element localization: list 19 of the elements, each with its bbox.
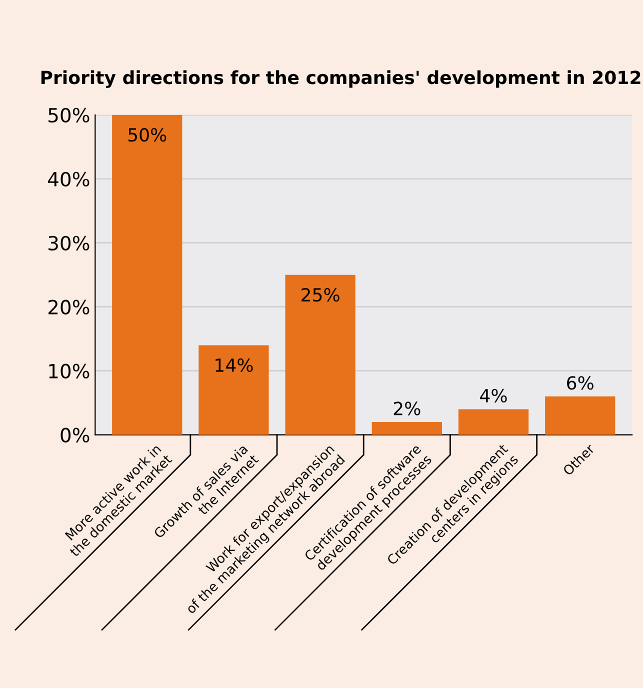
y-tick-label: 10% bbox=[49, 364, 90, 378]
y-tick-label: 20% bbox=[48, 300, 90, 315]
chart-title: Priority directions for the companies' development in 2012 bbox=[41, 70, 640, 88]
bar bbox=[112, 114, 182, 435]
bar bbox=[198, 345, 269, 435]
data-label: 6% bbox=[567, 376, 594, 390]
y-tick-label: 30% bbox=[48, 236, 90, 251]
bar bbox=[372, 422, 442, 435]
y-tick-label: 0% bbox=[60, 428, 90, 442]
data-label: 4% bbox=[480, 388, 507, 403]
y-tick-label: 40% bbox=[48, 172, 90, 187]
data-label: 14% bbox=[216, 358, 253, 372]
data-label: 50% bbox=[128, 128, 166, 142]
y-tick-label: 50% bbox=[48, 108, 90, 123]
bar bbox=[458, 409, 529, 435]
bar bbox=[285, 274, 356, 435]
data-label: 25% bbox=[302, 288, 340, 302]
data-label: 2% bbox=[394, 402, 420, 416]
bar bbox=[545, 396, 616, 435]
